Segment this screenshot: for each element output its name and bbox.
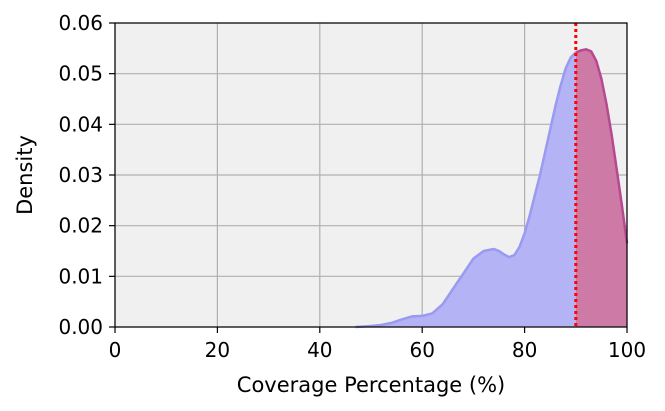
y-tick-label: 0.00: [58, 315, 103, 339]
y-tick-label: 0.05: [58, 62, 103, 86]
y-tick-label: 0.03: [58, 163, 103, 187]
x-axis-ticks: 0 20 40 60 80 100: [109, 327, 646, 362]
y-tick-label: 0.02: [58, 214, 103, 238]
x-tick-label: 40: [307, 338, 332, 362]
x-tick-label: 100: [608, 338, 646, 362]
x-axis-label: Coverage Percentage (%): [237, 373, 505, 397]
x-tick-label: 80: [512, 338, 537, 362]
density-lines: [355, 48, 629, 329]
density-area-below-threshold: [355, 52, 576, 328]
y-tick-label: 0.06: [58, 11, 103, 35]
x-tick-label: 60: [409, 338, 434, 362]
y-tick-label: 0.04: [58, 112, 103, 136]
x-tick-label: 0: [109, 338, 122, 362]
y-tick-label: 0.01: [58, 264, 103, 288]
density-line-below-threshold: [355, 51, 577, 329]
x-tick-label: 20: [205, 338, 230, 362]
density-line-above-threshold: [575, 48, 629, 244]
y-axis-ticks: 0.00 0.01 0.02 0.03 0.04 0.05 0.06: [58, 11, 115, 339]
y-axis-label: Density: [13, 135, 37, 215]
density-areas: [355, 49, 627, 328]
density-area-above-threshold: [575, 49, 627, 328]
